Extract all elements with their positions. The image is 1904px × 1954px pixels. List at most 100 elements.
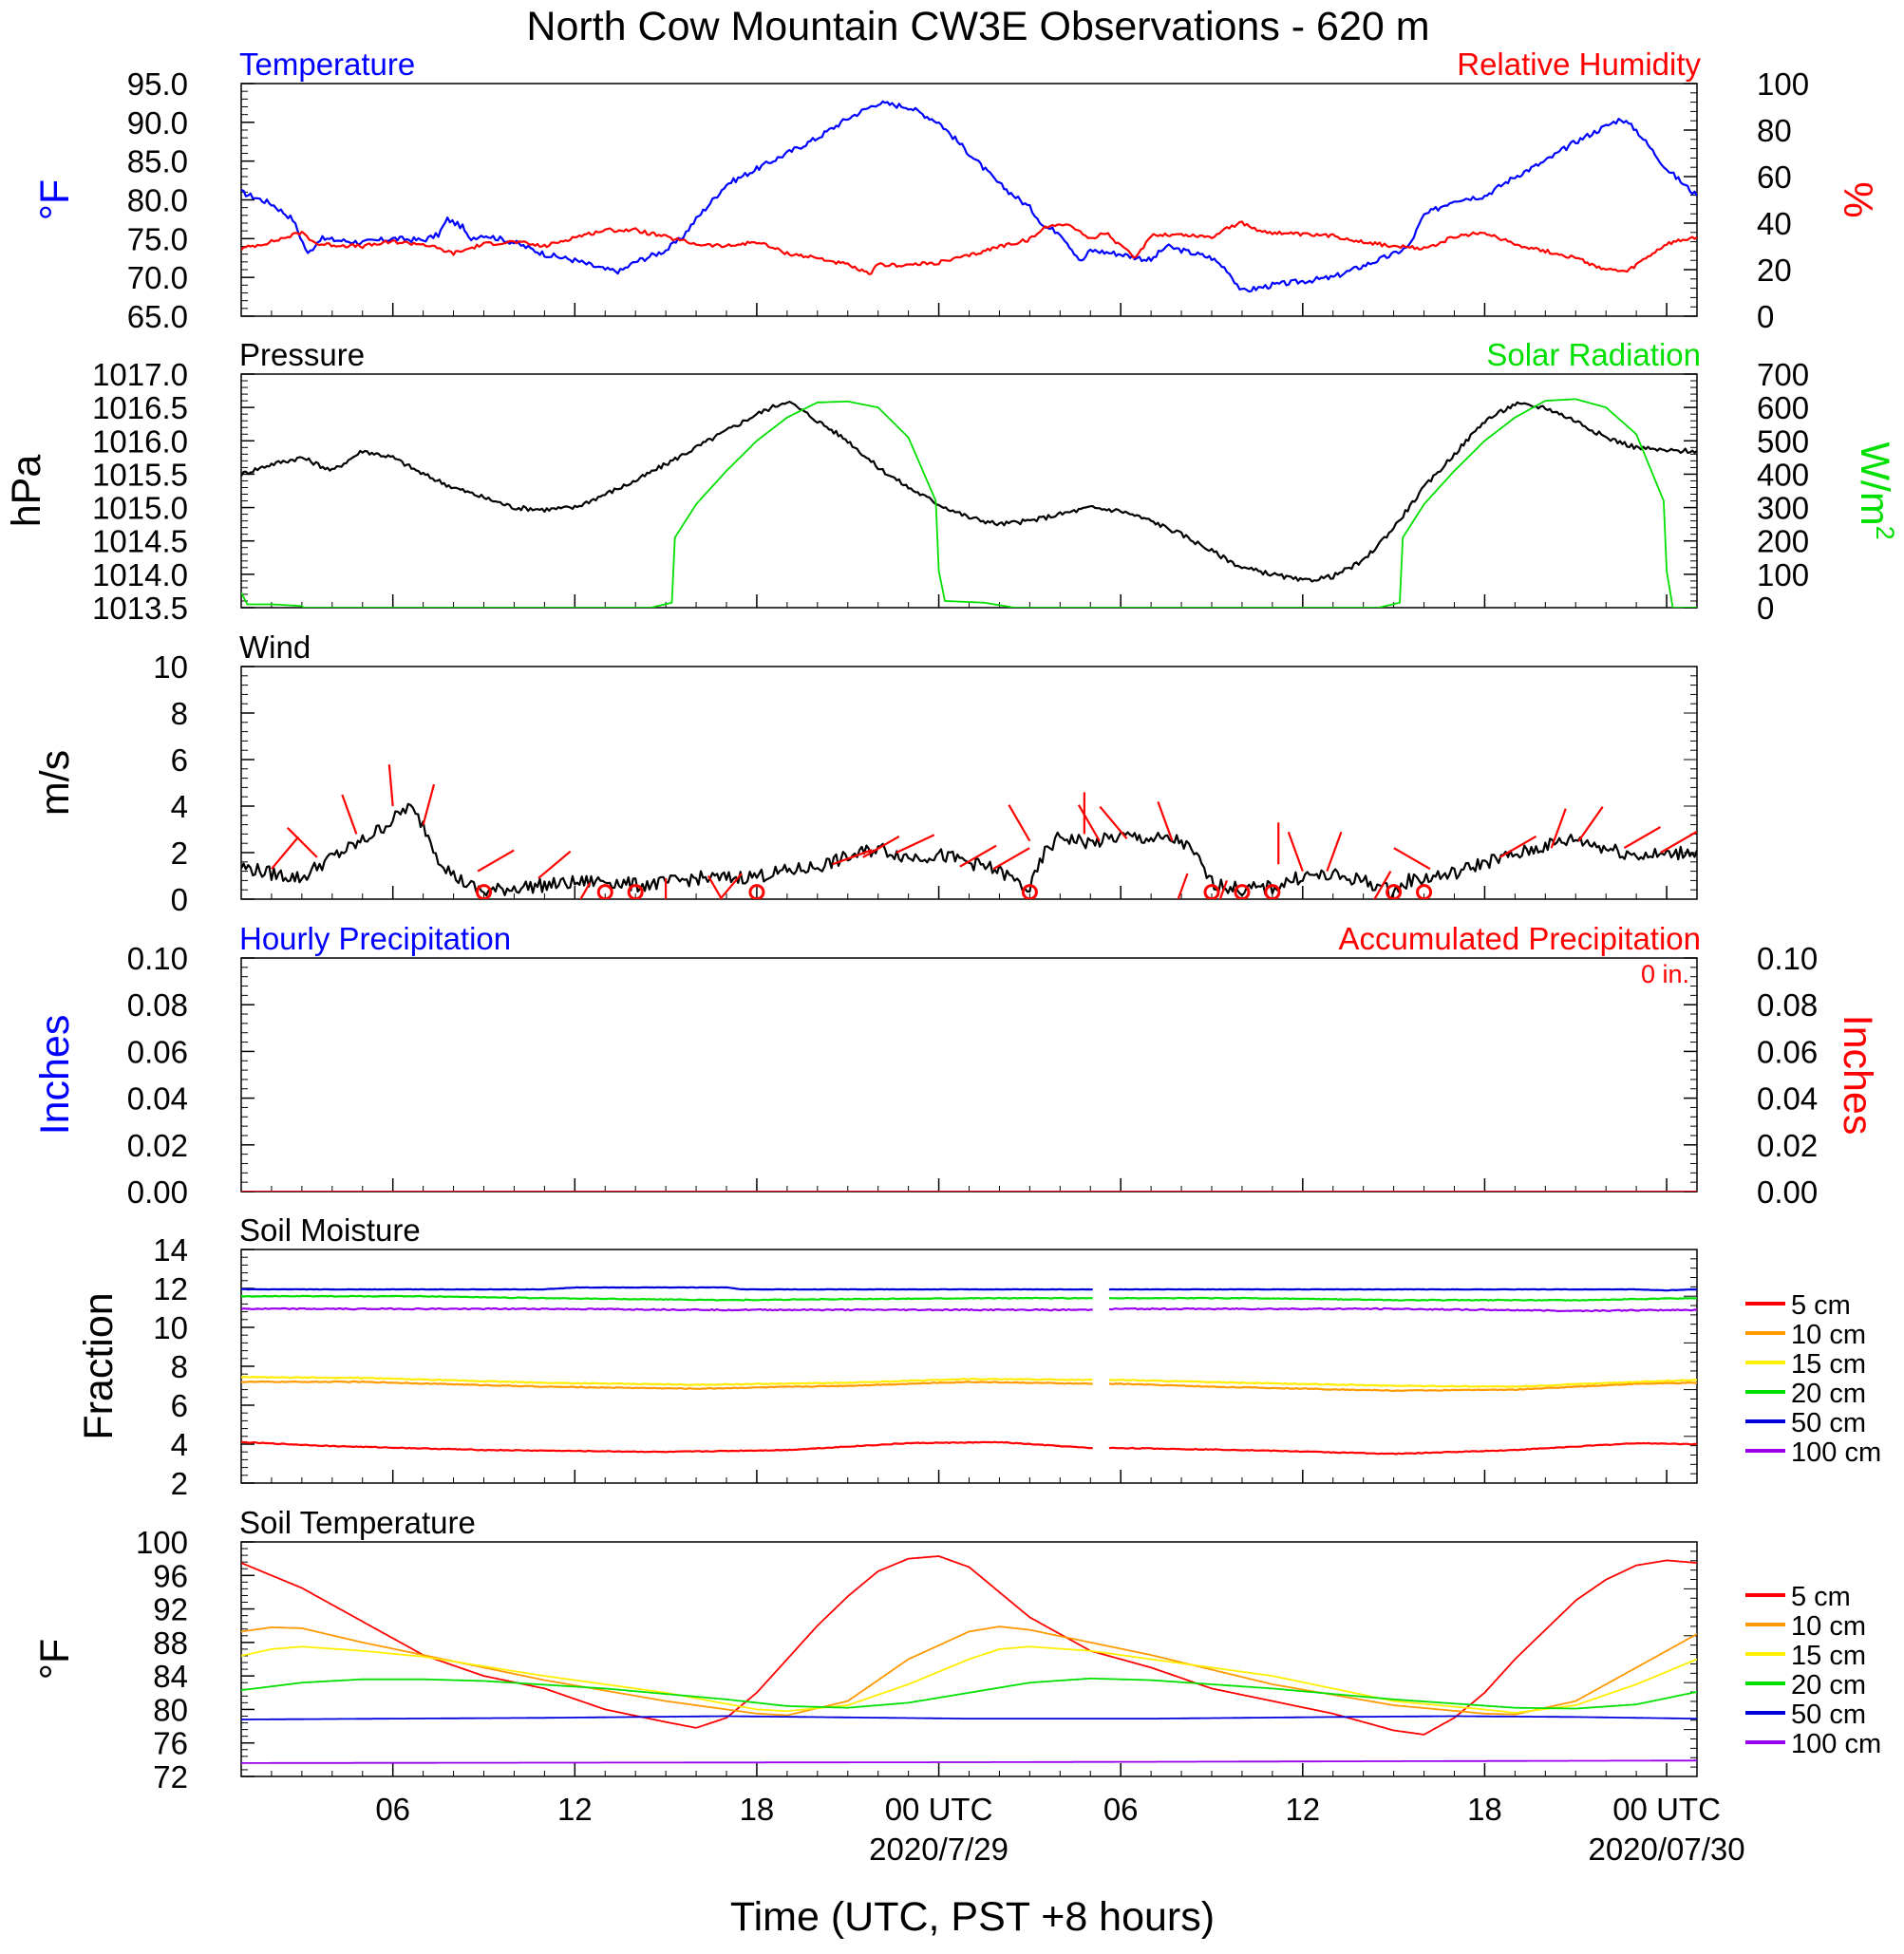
series-group	[241, 100, 1697, 293]
y-tick-label: 12	[153, 1271, 188, 1306]
calm-wind-marker	[1386, 884, 1403, 899]
y-tick-label: 1014.0	[92, 557, 188, 592]
y-axis-label-superscript: 2	[1871, 526, 1899, 540]
wind-barb	[1008, 804, 1031, 842]
panel-title-left: Temperature	[239, 47, 415, 82]
calm-wind-marker	[627, 884, 644, 899]
wind-barb	[1099, 805, 1128, 840]
y-tick-label: 1015.5	[92, 457, 188, 492]
x-tick-label: 12	[1285, 1792, 1320, 1827]
y-right-tick-label: 300	[1757, 491, 1809, 526]
panel-title-left: Soil Moisture	[239, 1212, 421, 1248]
y-right-tick-label: 100	[1757, 557, 1809, 592]
panel-pressure_solar: 1013.51014.01014.51015.01015.51016.01016…	[4, 337, 1899, 626]
y-right-tick-label: 600	[1757, 390, 1809, 425]
y-tick-label: 1014.5	[92, 524, 188, 559]
y-tick-label: 70.0	[127, 260, 188, 295]
y-tick-label: 65.0	[127, 299, 188, 334]
y-tick-label: 85.0	[127, 144, 188, 179]
x-tick-date: 2020/07/30	[1588, 1832, 1744, 1867]
y-tick-label: 1017.0	[92, 357, 188, 392]
series-group	[241, 1555, 1697, 1764]
series-line-pressure	[241, 401, 1697, 583]
series-line-100-cm	[241, 1306, 1697, 1313]
panel-temp_rh: 65.0 70.0 75.080.0 85.090.095.0 0 20 40 60 80 100…	[32, 47, 1880, 334]
series-line-5-cm	[241, 1440, 1697, 1456]
wind-barb	[832, 849, 873, 866]
y-right-tick-label: 60	[1757, 160, 1792, 195]
y-right-tick-label: 0.04	[1757, 1081, 1818, 1117]
x-tick-date: 2020/7/29	[869, 1832, 1009, 1867]
x-tick-label: 00 UTC	[885, 1792, 993, 1827]
wind-barb	[862, 835, 900, 858]
legend-label: 20 cm	[1791, 1670, 1866, 1700]
y-tick-label: 90.0	[127, 105, 188, 141]
wind-barb	[992, 847, 1030, 871]
panel-title-right: Relative Humidity	[1457, 47, 1701, 82]
y-axis-label-left: °F	[32, 1639, 78, 1680]
y-tick-label: 88	[153, 1625, 188, 1661]
wind-barb	[286, 827, 318, 858]
y-right-tick-label: 0.06	[1757, 1034, 1818, 1069]
y-right-tick-label: 500	[1757, 423, 1809, 459]
series-group	[241, 398, 1697, 608]
y-right-tick-label: 40	[1757, 206, 1792, 241]
accumulated-total: 0 in.	[1641, 960, 1689, 988]
y-right-tick-label: 100	[1757, 66, 1809, 102]
y-right-tick-label: 200	[1757, 524, 1809, 559]
series-line-100-cm	[241, 1759, 1697, 1764]
series-line-20-cm	[241, 1294, 1697, 1302]
y-tick-label: 0	[171, 882, 188, 917]
wind-barb	[1218, 880, 1229, 899]
wind-barb	[477, 849, 515, 873]
y-tick-label: 80	[153, 1692, 188, 1727]
calm-wind-marker	[1264, 884, 1281, 899]
y-right-tick-label: 700	[1757, 357, 1809, 392]
y-axis-label-right: %	[1835, 181, 1880, 217]
legend-label: 10 cm	[1791, 1320, 1866, 1350]
series-line-relative-humidity	[241, 220, 1697, 275]
x-tick-label: 06	[375, 1792, 410, 1827]
y-right-tick-label: 0	[1757, 591, 1774, 626]
legend-label: 10 cm	[1791, 1611, 1866, 1642]
legend-label: 50 cm	[1791, 1700, 1866, 1730]
wind-barb	[271, 836, 300, 870]
legend-label: 5 cm	[1791, 1582, 1851, 1612]
y-tick-label: 0.10	[127, 941, 188, 976]
wind-barb	[1577, 806, 1604, 842]
y-right-tick-label: 0.00	[1757, 1174, 1818, 1210]
y-right-tick-label: 0.02	[1757, 1128, 1818, 1163]
y-tick-label: 75.0	[127, 221, 188, 256]
y-tick-label: 1015.0	[92, 491, 188, 526]
wind-barb	[895, 834, 935, 854]
series-line-20-cm	[241, 1677, 1697, 1710]
y-tick-label: 6	[171, 742, 188, 778]
panel-title-right: Solar Radiation	[1486, 337, 1701, 372]
x-axis-label: Time (UTC, PST +8 hours)	[730, 1894, 1215, 1940]
legend-label: 100 cm	[1791, 1729, 1881, 1759]
panel-title-right: Accumulated Precipitation	[1338, 921, 1701, 956]
calm-wind-marker	[476, 884, 492, 899]
wind-barb	[1177, 873, 1189, 899]
y-tick-label: 1013.5	[92, 591, 188, 626]
y-tick-label: 95.0	[127, 66, 188, 102]
y-axis-label-right: Inches	[1835, 1015, 1880, 1136]
y-tick-label: 0.02	[127, 1128, 188, 1163]
y-axis-label-left: Inches	[32, 1015, 78, 1136]
legend-label: 20 cm	[1791, 1379, 1866, 1409]
y-tick-label: 80.0	[127, 183, 188, 218]
wind-barb	[707, 874, 724, 899]
y-tick-label: 14	[153, 1232, 188, 1268]
wind-barb	[1550, 808, 1567, 849]
plot-frame	[240, 1249, 1698, 1484]
series-group	[241, 1286, 1697, 1456]
y-axis-label-left: hPa	[4, 455, 49, 528]
calm-wind-marker	[748, 884, 765, 899]
wind-barb	[1660, 831, 1697, 854]
x-tick-label: 18	[1467, 1792, 1502, 1827]
y-axis-label-left: Fraction	[76, 1292, 122, 1439]
wind-barb	[959, 844, 997, 868]
wind-barb	[1393, 847, 1431, 871]
